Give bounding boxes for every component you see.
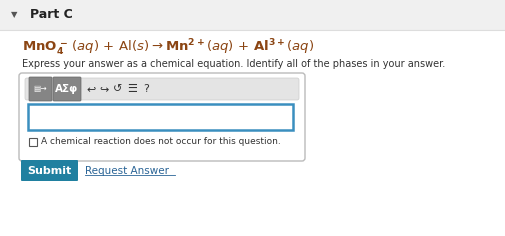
Text: ↩: ↩ [86, 84, 95, 94]
FancyBboxPatch shape [19, 73, 305, 161]
Text: A chemical reaction does not occur for this question.: A chemical reaction does not occur for t… [41, 138, 280, 147]
Text: ΑΣφ: ΑΣφ [55, 84, 78, 94]
Bar [0, 0, 505, 30]
Text: ☰: ☰ [127, 84, 137, 94]
Text: ↪: ↪ [99, 84, 109, 94]
Bar [28, 104, 292, 130]
Text: ↺: ↺ [113, 84, 122, 94]
FancyBboxPatch shape [53, 77, 81, 101]
Text: $\mathbf{MnO_4^{\,-}}$$\,\mathit{(aq)}\,+\,\mathrm{Al}\mathit{(s)}\rightarrow$$\: $\mathbf{MnO_4^{\,-}}$$\,\mathit{(aq)}\,… [22, 38, 314, 58]
FancyBboxPatch shape [21, 160, 78, 181]
Bar [29, 138, 37, 146]
FancyBboxPatch shape [25, 78, 298, 100]
Text: Part C: Part C [30, 8, 73, 21]
Text: ▼: ▼ [11, 10, 17, 20]
Text: Request Answer: Request Answer [85, 165, 169, 176]
FancyBboxPatch shape [29, 77, 52, 101]
Text: Submit: Submit [27, 165, 72, 176]
Text: ?: ? [143, 84, 148, 94]
Text: Express your answer as a chemical equation. Identify all of the phases in your a: Express your answer as a chemical equati… [22, 59, 444, 69]
Text: ▤→: ▤→ [34, 84, 47, 93]
